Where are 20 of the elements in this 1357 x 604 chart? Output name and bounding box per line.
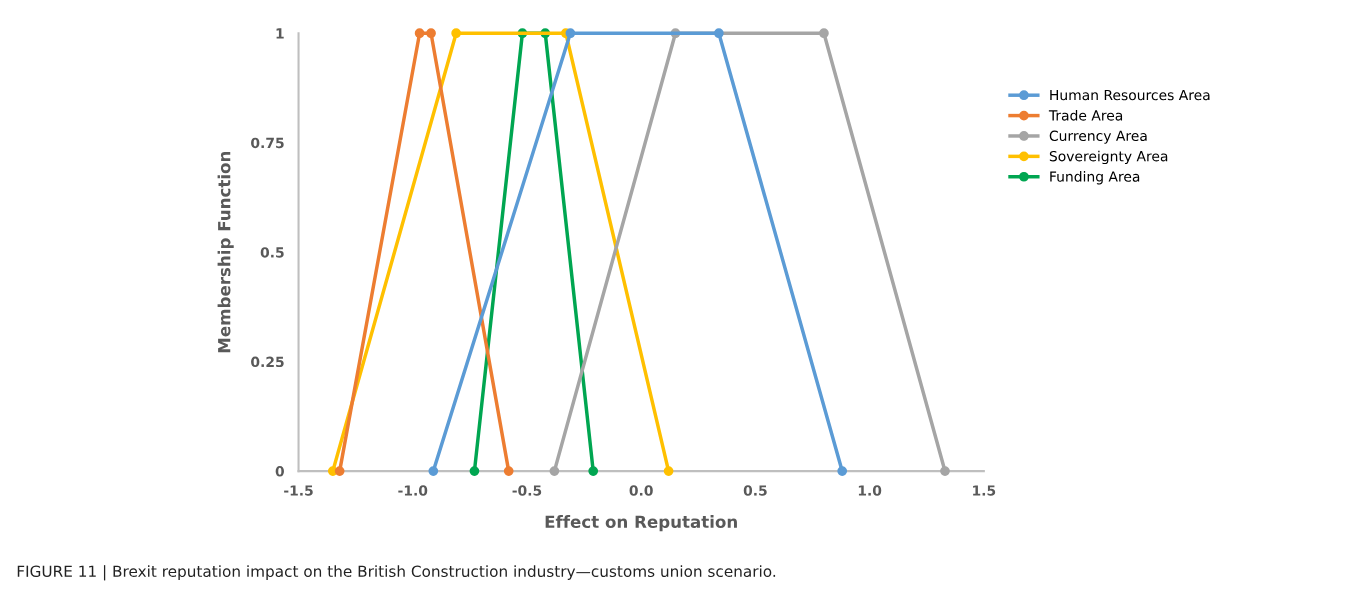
y-tick-label: 0.5 <box>260 247 284 258</box>
x-tick-label: 1.5 <box>973 485 996 496</box>
y-tick-label: 0.25 <box>251 356 284 368</box>
legend-label: Currency Area <box>1049 130 1147 144</box>
x-tick-label: -1.0 <box>398 485 428 496</box>
x-tick-label: 1.0 <box>858 485 882 496</box>
y-axis-title: Membership Function <box>217 151 234 353</box>
y-tick-label: 1 <box>276 28 284 39</box>
x-tick-label: 0.0 <box>629 485 653 496</box>
caption: FIGURE 11 | Brexit reputation impact on the British Construction industry—customs union scenario. <box>17 565 776 581</box>
x-tick-label: -1.5 <box>284 485 313 496</box>
x-axis-title: Effect on Reputation <box>545 515 737 532</box>
legend-label: Human Resources Area <box>1050 89 1210 101</box>
x-tick-label: -0.5 <box>512 485 542 496</box>
legend-label: Sovereignty Area <box>1049 150 1168 165</box>
y-tick-label: 0.75 <box>251 137 284 149</box>
legend-label: Funding Area <box>1050 171 1140 185</box>
x-tick-label: 0.5 <box>743 485 767 496</box>
y-tick-label: 0 <box>275 466 284 477</box>
legend-label: Trade Area <box>1048 109 1123 121</box>
